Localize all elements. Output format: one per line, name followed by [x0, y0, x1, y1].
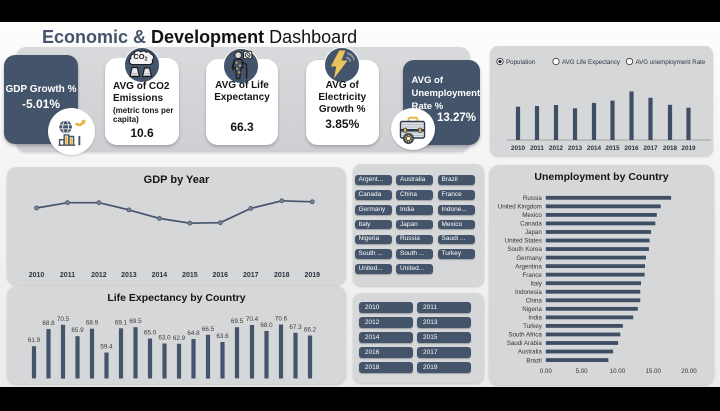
svg-text:Russia: Russia [523, 195, 542, 202]
svg-text:2014: 2014 [152, 272, 168, 279]
svg-text:Argentina: Argentina [515, 263, 542, 270]
svg-text:63.0: 63.0 [158, 334, 171, 341]
svg-text:68.8: 68.8 [42, 320, 55, 327]
svg-text:2018: 2018 [663, 145, 678, 152]
svg-text:70.5: 70.5 [57, 315, 70, 322]
svg-text:2013: 2013 [121, 272, 137, 279]
svg-text:Germany: Germany [516, 254, 542, 261]
svg-text:68.9: 68.9 [86, 319, 99, 326]
svg-text:2010: 2010 [511, 145, 526, 152]
svg-text:Nigeria: Nigeria [522, 306, 542, 313]
svg-text:Population: Population [506, 59, 536, 66]
svg-text:20.00: 20.00 [681, 368, 697, 375]
svg-text:69.5: 69.5 [231, 318, 244, 325]
svg-text:Indonesia: Indonesia [515, 288, 542, 295]
svg-text:Mexico: Mexico [522, 212, 542, 219]
svg-text:2018: 2018 [274, 272, 290, 279]
svg-text:69.1: 69.1 [115, 319, 128, 326]
svg-text:China: China [526, 297, 543, 304]
svg-text:2013: 2013 [568, 145, 583, 152]
svg-text:68.0: 68.0 [260, 322, 273, 329]
svg-text:5.00: 5.00 [576, 368, 589, 375]
svg-text:2012: 2012 [549, 145, 564, 152]
svg-text:2015: 2015 [182, 272, 198, 279]
svg-text:66.2: 66.2 [304, 326, 317, 333]
svg-text:CO: CO [133, 52, 144, 61]
svg-text:United Kingdom: United Kingdom [498, 203, 542, 210]
svg-text:South Africa: South Africa [508, 331, 542, 338]
svg-text:66.5: 66.5 [202, 325, 215, 332]
svg-text:64.8: 64.8 [187, 330, 200, 337]
svg-text:2015: 2015 [605, 145, 620, 152]
svg-text:South Korea: South Korea [507, 246, 542, 253]
svg-text:Turkey: Turkey [523, 323, 543, 330]
svg-text:2016: 2016 [213, 272, 229, 279]
svg-text:2014: 2014 [587, 145, 602, 152]
svg-text:61.9: 61.9 [28, 337, 41, 344]
svg-text:2011: 2011 [60, 272, 75, 279]
svg-text:Japan: Japan [525, 229, 542, 236]
svg-text:Saudi Arabia: Saudi Arabia [507, 340, 543, 347]
svg-text:India: India [528, 314, 542, 321]
svg-text:2016: 2016 [624, 145, 639, 152]
svg-text:France: France [523, 271, 543, 278]
svg-text:67.3: 67.3 [289, 323, 302, 330]
svg-text:2: 2 [145, 57, 148, 63]
svg-text:2019: 2019 [305, 272, 321, 279]
svg-text:2019: 2019 [681, 145, 696, 152]
svg-text:2017: 2017 [243, 272, 259, 279]
svg-text:AVG unemployment Rate: AVG unemployment Rate [636, 59, 706, 66]
svg-text:Brazil: Brazil [526, 357, 541, 364]
svg-text:59.4: 59.4 [100, 343, 113, 350]
svg-text:Canada: Canada [520, 220, 542, 227]
svg-text:2017: 2017 [643, 145, 658, 152]
svg-text:0.00: 0.00 [540, 368, 553, 375]
svg-text:65.0: 65.0 [144, 329, 157, 336]
svg-text:70.6: 70.6 [275, 315, 288, 322]
svg-text:69.5: 69.5 [129, 318, 142, 325]
svg-text:62.9: 62.9 [173, 334, 186, 341]
svg-text:70.4: 70.4 [246, 316, 259, 323]
svg-text:2010: 2010 [29, 272, 45, 279]
svg-text:Italy: Italy [530, 280, 542, 287]
svg-text:Australia: Australia [518, 348, 543, 355]
svg-text:2011: 2011 [530, 145, 544, 152]
svg-text:63.6: 63.6 [216, 333, 229, 340]
svg-text:2012: 2012 [91, 272, 107, 279]
svg-text:10.00: 10.00 [610, 368, 626, 375]
svg-text:AVG Life Expectancy: AVG Life Expectancy [562, 59, 621, 66]
svg-text:65.9: 65.9 [71, 327, 84, 334]
svg-text:15.00: 15.00 [645, 368, 661, 375]
svg-text:United States: United States [505, 237, 542, 244]
